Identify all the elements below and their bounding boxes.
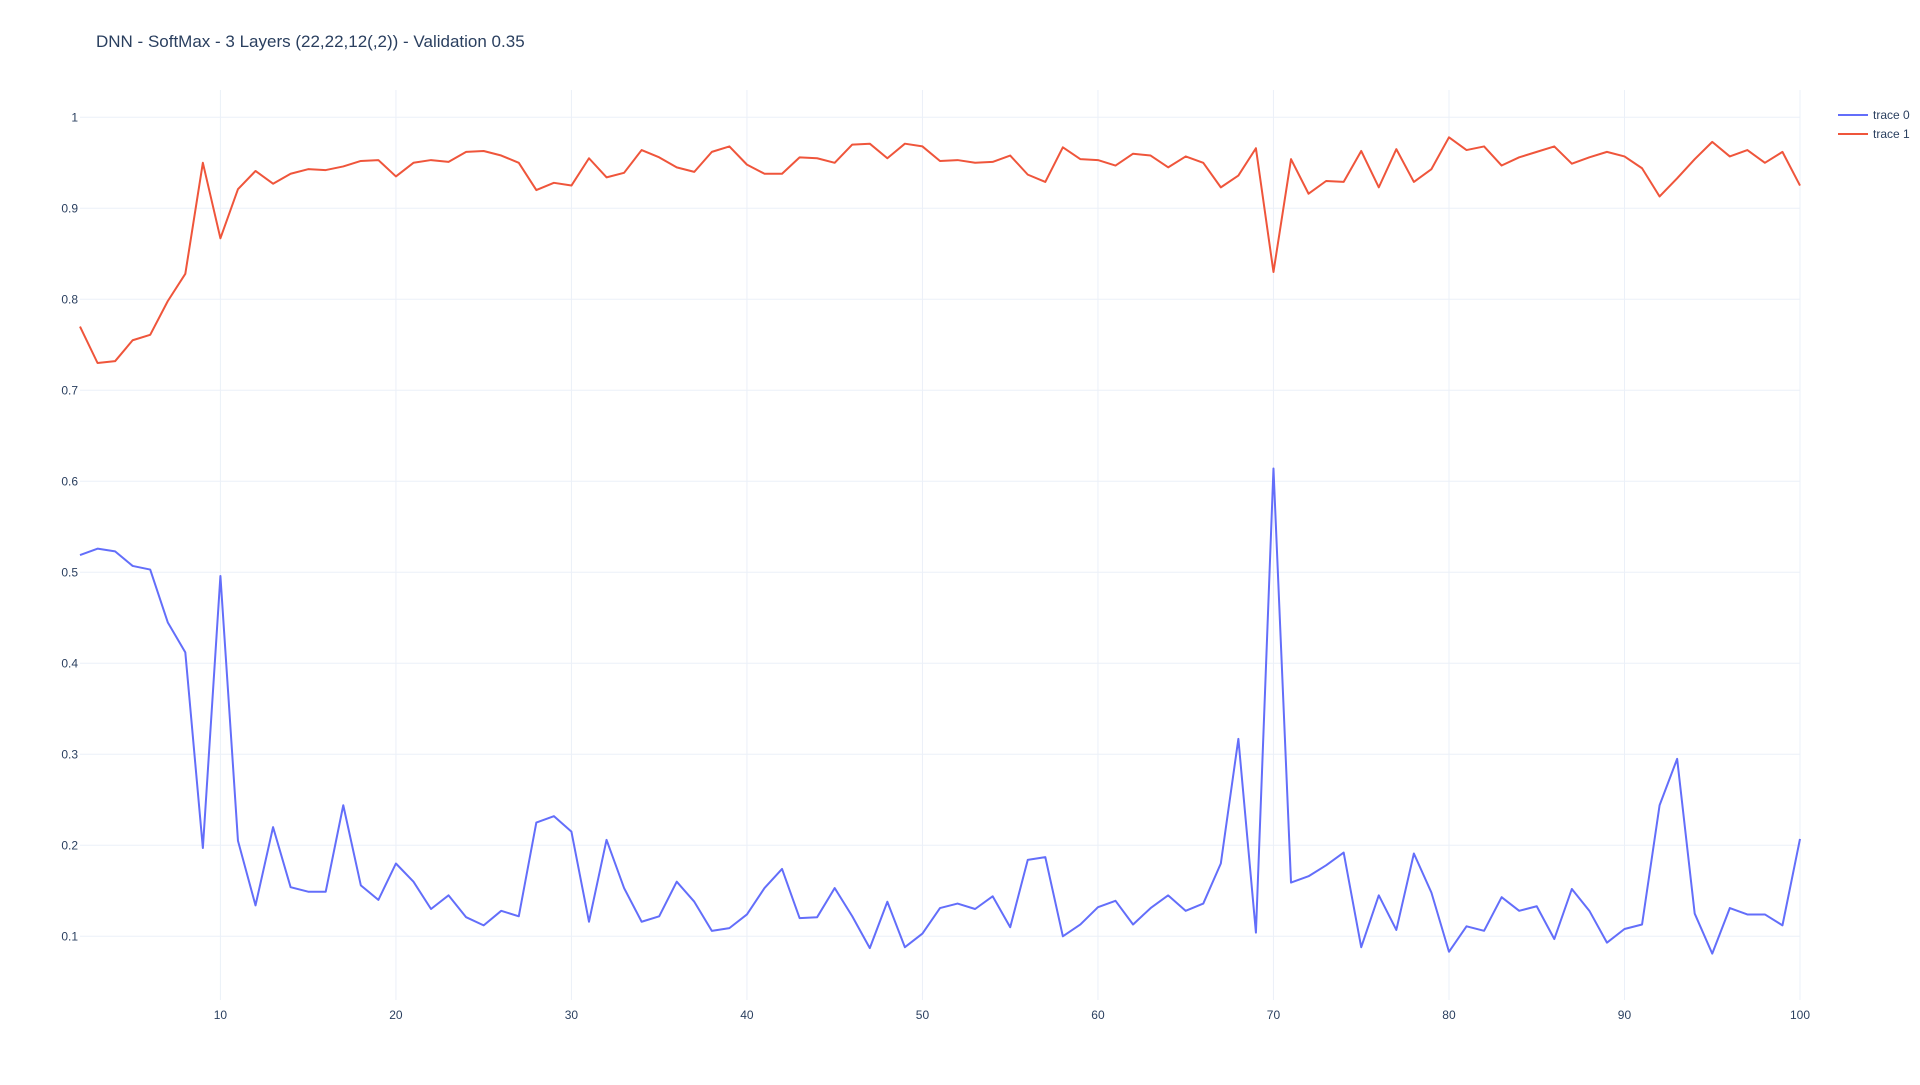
legend-label: trace 0 xyxy=(1873,108,1910,122)
x-tick-label: 50 xyxy=(916,1008,930,1022)
x-tick-label: 30 xyxy=(565,1008,579,1022)
y-tick-label: 0.7 xyxy=(61,383,78,397)
legend[interactable]: trace 0 trace 1 xyxy=(1838,108,1910,141)
y-tick-label: 0.2 xyxy=(61,838,78,852)
y-tick-label: 0.5 xyxy=(61,565,78,579)
y-tick-label: 0.8 xyxy=(61,292,78,306)
x-tick-label: 70 xyxy=(1267,1008,1281,1022)
series-line-trace-0 xyxy=(79,467,1801,955)
x-tick-label: 40 xyxy=(740,1008,754,1022)
y-tick-label: 0.6 xyxy=(61,474,78,488)
x-tick-label: 60 xyxy=(1091,1008,1105,1022)
x-tick-label: 90 xyxy=(1618,1008,1632,1022)
legend-item-trace-1[interactable]: trace 1 xyxy=(1838,127,1910,141)
y-tick-label: 0.3 xyxy=(61,747,78,761)
y-tick-label: 0.9 xyxy=(61,201,78,215)
legend-item-trace-0[interactable]: trace 0 xyxy=(1838,108,1910,122)
series-layer xyxy=(79,136,1801,955)
x-tick-label: 100 xyxy=(1790,1008,1810,1022)
x-tick-label: 20 xyxy=(389,1008,403,1022)
legend-label: trace 1 xyxy=(1873,127,1910,141)
y-tick-label: 0.1 xyxy=(61,929,78,943)
x-tick-label: 80 xyxy=(1442,1008,1456,1022)
series-line-trace-1 xyxy=(79,136,1801,364)
x-tick-label: 10 xyxy=(214,1008,228,1022)
x-axis-ticks: 10 20 30 40 50 60 70 80 90 100 xyxy=(214,1008,1811,1022)
y-tick-label: 0.4 xyxy=(61,656,78,670)
y-tick-label: 1 xyxy=(71,110,78,124)
grid-layer xyxy=(80,90,1801,1000)
y-axis-ticks: 0.1 0.2 0.3 0.4 0.5 0.6 0.7 0.8 0.9 1 xyxy=(61,110,78,943)
chart-title: DNN - SoftMax - 3 Layers (22,22,12(,2)) … xyxy=(96,32,525,51)
